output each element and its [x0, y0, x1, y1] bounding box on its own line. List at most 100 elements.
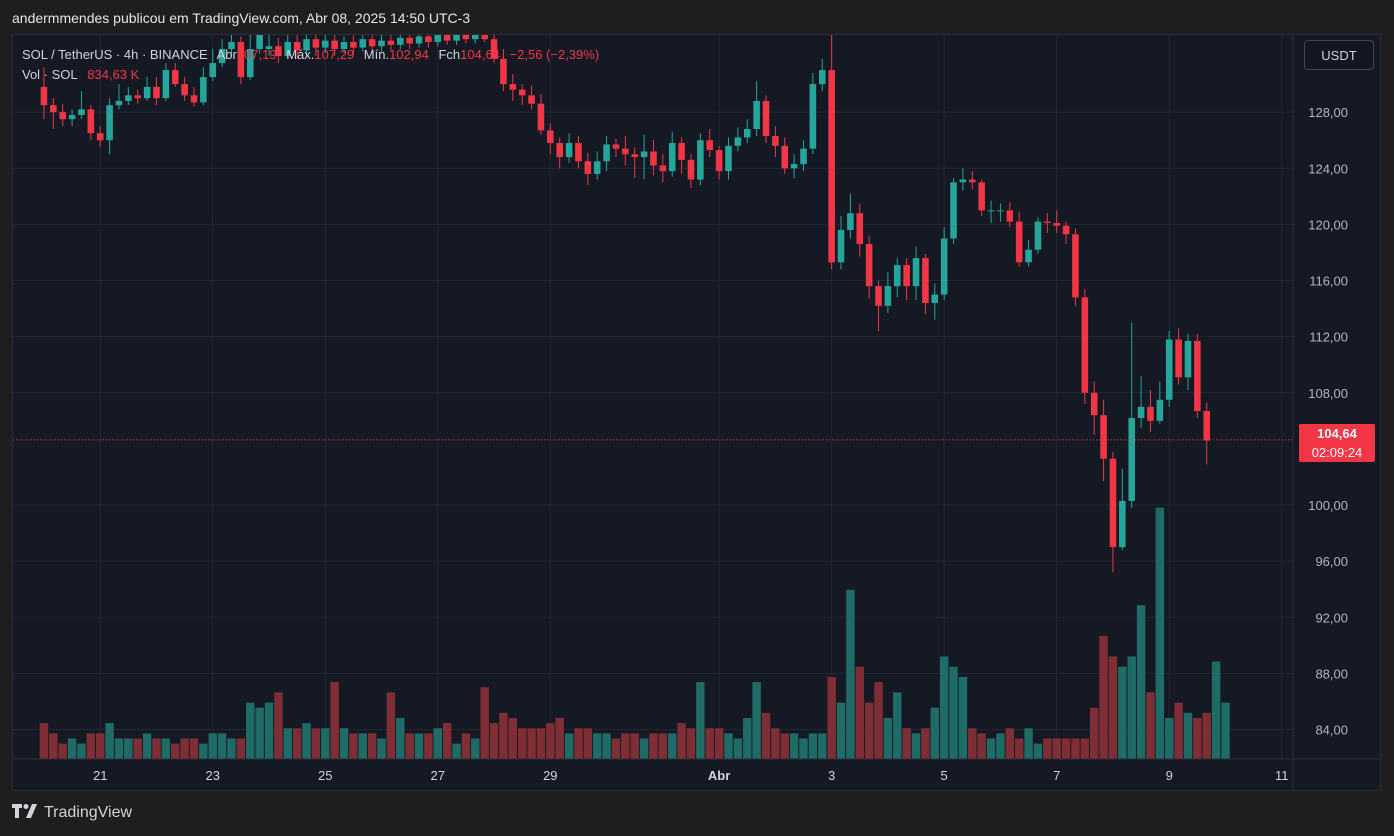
volume-label[interactable]: Vol · SOL	[22, 67, 78, 82]
volume-bar	[1127, 656, 1136, 759]
candle-down	[875, 286, 882, 306]
time-tick-label: 25	[318, 768, 332, 783]
volume-bar	[1005, 728, 1015, 759]
volume-bar	[649, 733, 658, 759]
candle-up	[565, 143, 573, 158]
candle-down	[500, 58, 507, 85]
volume-bar	[180, 738, 189, 759]
volume-bar	[1108, 656, 1118, 759]
volume-bar	[714, 728, 724, 759]
candles	[40, 35, 1211, 573]
candle-up	[209, 63, 217, 78]
volume-bar	[902, 728, 911, 759]
volume-bar	[302, 723, 311, 759]
volume-bar	[977, 733, 986, 759]
last-price-label: 104,64	[1317, 426, 1357, 441]
candle-up	[950, 182, 957, 239]
currency-button[interactable]: USDT	[1304, 40, 1374, 70]
close-value: 104,64	[460, 47, 500, 62]
volume-bar	[414, 733, 424, 759]
volume-bar	[930, 707, 940, 759]
candle-down	[237, 42, 245, 78]
low-value: 102,94	[389, 47, 429, 62]
candle-down	[509, 84, 517, 90]
volume-bar	[133, 738, 142, 759]
volume-bar	[377, 738, 386, 759]
volume-bar	[39, 723, 49, 759]
volume-bar	[58, 743, 67, 759]
chart-legend: SOL / TetherUS · 4h · BINANCE Abr107,19 …	[22, 45, 599, 85]
volume-bar	[1033, 743, 1043, 759]
candle-down	[537, 103, 545, 131]
volume-bar	[1183, 712, 1193, 759]
volume-bar	[1193, 717, 1202, 759]
candle-down	[96, 133, 104, 141]
candle-down	[978, 182, 985, 211]
chart-panel[interactable]: 128,00 124,00 120,00 116,00 112,00 108,00 100,…	[12, 34, 1381, 791]
candle-up	[818, 70, 826, 85]
open-value: 107,19	[236, 47, 277, 62]
volume-bar	[1174, 702, 1183, 759]
volume-bar	[405, 733, 414, 759]
volume-bar	[199, 743, 208, 759]
volume-bar	[292, 728, 302, 759]
candle-up	[434, 35, 442, 43]
candle-down	[1090, 392, 1098, 416]
ohlc-row: SOL / TetherUS · 4h · BINANCE Abr107,19 …	[22, 45, 599, 65]
volume-bar	[339, 728, 349, 759]
candle-down	[856, 213, 864, 245]
candle-down	[462, 35, 470, 40]
candle-up	[940, 238, 948, 295]
bar-countdown: 02:09:24	[1311, 445, 1363, 460]
candle-up	[340, 42, 348, 50]
symbol-label[interactable]: SOL / TetherUS · 4h · BINANCE	[22, 47, 208, 62]
candle-up	[697, 140, 704, 180]
candle-up	[1025, 249, 1032, 263]
volume-bar	[846, 589, 855, 759]
candle-down	[134, 95, 141, 99]
change-value: −2,56 (−2,39%)	[509, 47, 600, 62]
time-tick-label: 3	[828, 768, 835, 783]
volume-bar	[236, 738, 246, 759]
volume-bar	[696, 682, 705, 759]
candle-up	[265, 46, 273, 50]
volume-bar	[630, 733, 639, 759]
candle-down	[865, 244, 873, 287]
price-tick-label: 116,00	[1309, 274, 1348, 289]
candle-down	[1072, 234, 1079, 298]
price-tick-label: 84,00	[1315, 723, 1348, 738]
volume-bar	[761, 712, 771, 759]
volume-bar	[67, 738, 77, 759]
volume-bar	[1118, 666, 1127, 759]
price-tick-label: 120,00	[1308, 217, 1348, 232]
volume-bar	[639, 738, 649, 759]
candlestick-chart[interactable]: 128,00 124,00 120,00 116,00 112,00 108,00 100,…	[13, 35, 1380, 790]
volume-bar	[386, 692, 396, 759]
volume-bar	[771, 728, 780, 759]
candle-down	[50, 105, 57, 113]
volume-bar	[142, 733, 152, 759]
candle-up	[1034, 221, 1042, 250]
volume-bar	[602, 733, 611, 759]
volume-bar	[471, 738, 480, 759]
candle-down	[171, 70, 179, 85]
candle-up	[790, 164, 798, 169]
time-tick-label: 21	[93, 768, 107, 783]
candle-down	[1100, 415, 1107, 459]
candle-up	[800, 148, 807, 165]
candle-down	[547, 130, 554, 144]
candle-up	[893, 265, 901, 287]
volume-bar	[433, 728, 443, 759]
volume-bar	[246, 702, 255, 759]
candle-down	[922, 258, 929, 303]
candle-down	[781, 145, 789, 169]
volume-bar	[883, 717, 893, 759]
candle-down	[59, 112, 66, 120]
volume-bar	[546, 723, 555, 759]
volume-bar	[330, 682, 339, 759]
volume-value: 834,63 K	[87, 67, 140, 82]
candle-up	[593, 161, 601, 174]
candle-up	[321, 40, 329, 48]
volume-bar	[1146, 692, 1155, 759]
candle-down	[631, 154, 638, 158]
